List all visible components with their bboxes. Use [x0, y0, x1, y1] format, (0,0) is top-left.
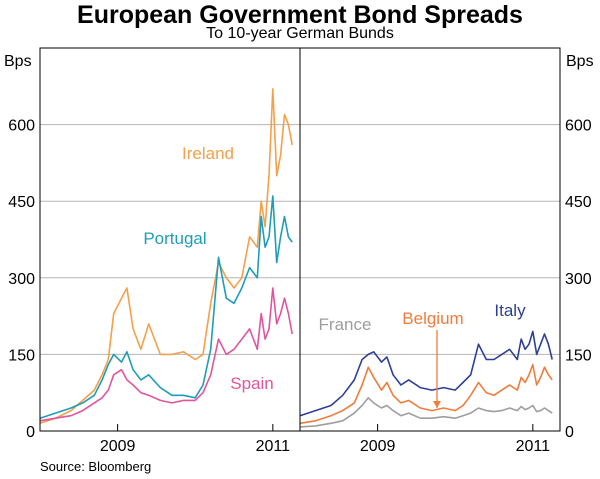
chart-subtitle: To 10-year German Bunds [206, 25, 394, 42]
y-tick-label: 450 [565, 194, 592, 211]
y-tick-label: 450 [8, 194, 35, 211]
source-note: Source: Bloomberg [40, 459, 152, 474]
series-line-france [299, 397, 553, 428]
y-axis-label: Bps [566, 53, 594, 70]
panel-right: 0 150 300 450 600 Bps 2009 2011 Italy Belgium Fran… [299, 53, 594, 455]
series-label-france: France [319, 315, 372, 334]
y-tick-label: 150 [8, 347, 35, 364]
series-line-italy [299, 330, 553, 417]
y-tick-label: 0 [26, 424, 35, 441]
y-tick-label: 0 [565, 424, 574, 441]
y-axis-label: Bps [4, 53, 32, 70]
y-tick-label: 150 [565, 347, 592, 364]
series-label-ireland: Ireland [182, 144, 234, 163]
chart-title: European Government Bond Spreads [77, 1, 523, 29]
series-label-portugal: Portugal [143, 229, 206, 248]
y-tick-label: 600 [8, 118, 35, 135]
series-line-ireland [39, 88, 293, 425]
belgium-arrowhead [433, 401, 441, 409]
series-label-italy: Italy [494, 301, 526, 320]
y-tick-label: 300 [565, 271, 592, 288]
panel-left: 0 150 300 450 600 Bps 2009 2011 Ireland Portugal S… [4, 53, 300, 455]
y-tick-label: 600 [565, 118, 592, 135]
y-tick-label: 300 [8, 271, 35, 288]
x-tick-label: 2011 [256, 438, 291, 455]
x-tick-label: 2011 [516, 438, 551, 455]
series-line-portugal [39, 195, 293, 419]
series-line-spain [39, 287, 293, 422]
series-label-spain: Spain [230, 374, 273, 393]
x-tick-label: 2009 [360, 438, 396, 455]
x-tick-label: 2009 [100, 438, 136, 455]
series-label-belgium: Belgium [402, 309, 463, 328]
series-line-belgium [299, 363, 553, 425]
